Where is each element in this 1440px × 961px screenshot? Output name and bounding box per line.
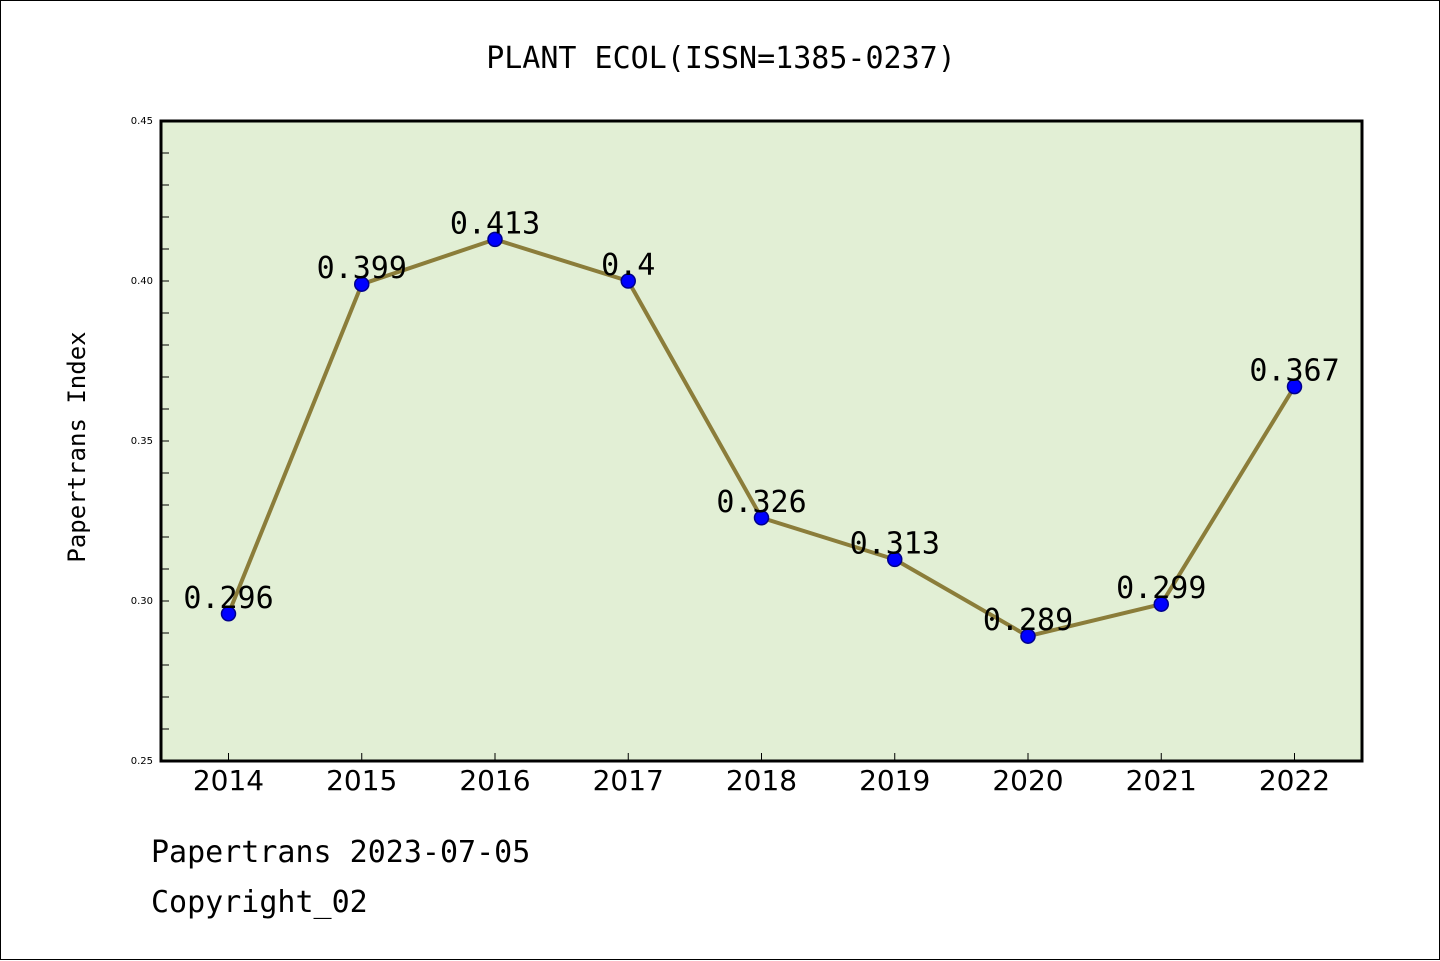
x-tick-label: 2021 <box>1126 764 1197 797</box>
data-point <box>1153 596 1169 612</box>
x-tick-label: 2020 <box>992 764 1063 797</box>
data-label: 0.399 <box>317 251 407 286</box>
data-label: 0.326 <box>716 485 806 520</box>
data-label: 0.296 <box>183 581 273 616</box>
data-label: 0.289 <box>983 603 1073 638</box>
data-point <box>354 276 370 292</box>
footer-copyright: Copyright_02 <box>151 885 368 920</box>
y-tick-label: 0.30 <box>131 596 153 607</box>
x-tick-label: 2022 <box>1259 764 1330 797</box>
x-tick-label: 2019 <box>859 764 930 797</box>
data-label: 0.4 <box>601 248 655 283</box>
data-label: 0.413 <box>450 206 540 241</box>
plot-border <box>159 119 1364 763</box>
data-point <box>620 273 636 289</box>
y-tick-label: 0.45 <box>131 116 153 127</box>
x-tick-label: 2017 <box>593 764 664 797</box>
y-tick-label: 0.25 <box>131 756 153 767</box>
chart-title: PLANT ECOL(ISSN=1385-0237) <box>486 41 956 76</box>
y-tick-label: 0.35 <box>131 436 153 447</box>
x-tick-label: 2018 <box>726 764 797 797</box>
x-tick-label: 2014 <box>193 764 264 797</box>
x-tick-label: 2016 <box>459 764 530 797</box>
data-point <box>1020 628 1036 644</box>
data-label: 0.367 <box>1249 354 1339 389</box>
y-axis-label: Papertrans Index <box>63 331 91 562</box>
data-point <box>220 606 237 622</box>
y-tick-label: 0.40 <box>131 276 153 287</box>
x-tick-label: 2015 <box>326 764 397 797</box>
data-label: 0.299 <box>1116 571 1206 606</box>
footer-date-line: Papertrans 2023-07-05 <box>151 835 531 870</box>
x-axis: 2014 2015 2016 2017 2018 2019 2020 2021 2022 <box>193 753 1330 797</box>
data-point <box>887 551 903 568</box>
data-label: 0.313 <box>850 526 940 561</box>
plot-area <box>161 121 1362 761</box>
series-line-group: 0.296 0.399 0.413 0.4 0.326 0.313 0.289 0.299 0.… <box>183 206 1340 644</box>
data-point <box>753 510 770 526</box>
data-point <box>1286 378 1303 395</box>
data-point <box>487 231 503 248</box>
